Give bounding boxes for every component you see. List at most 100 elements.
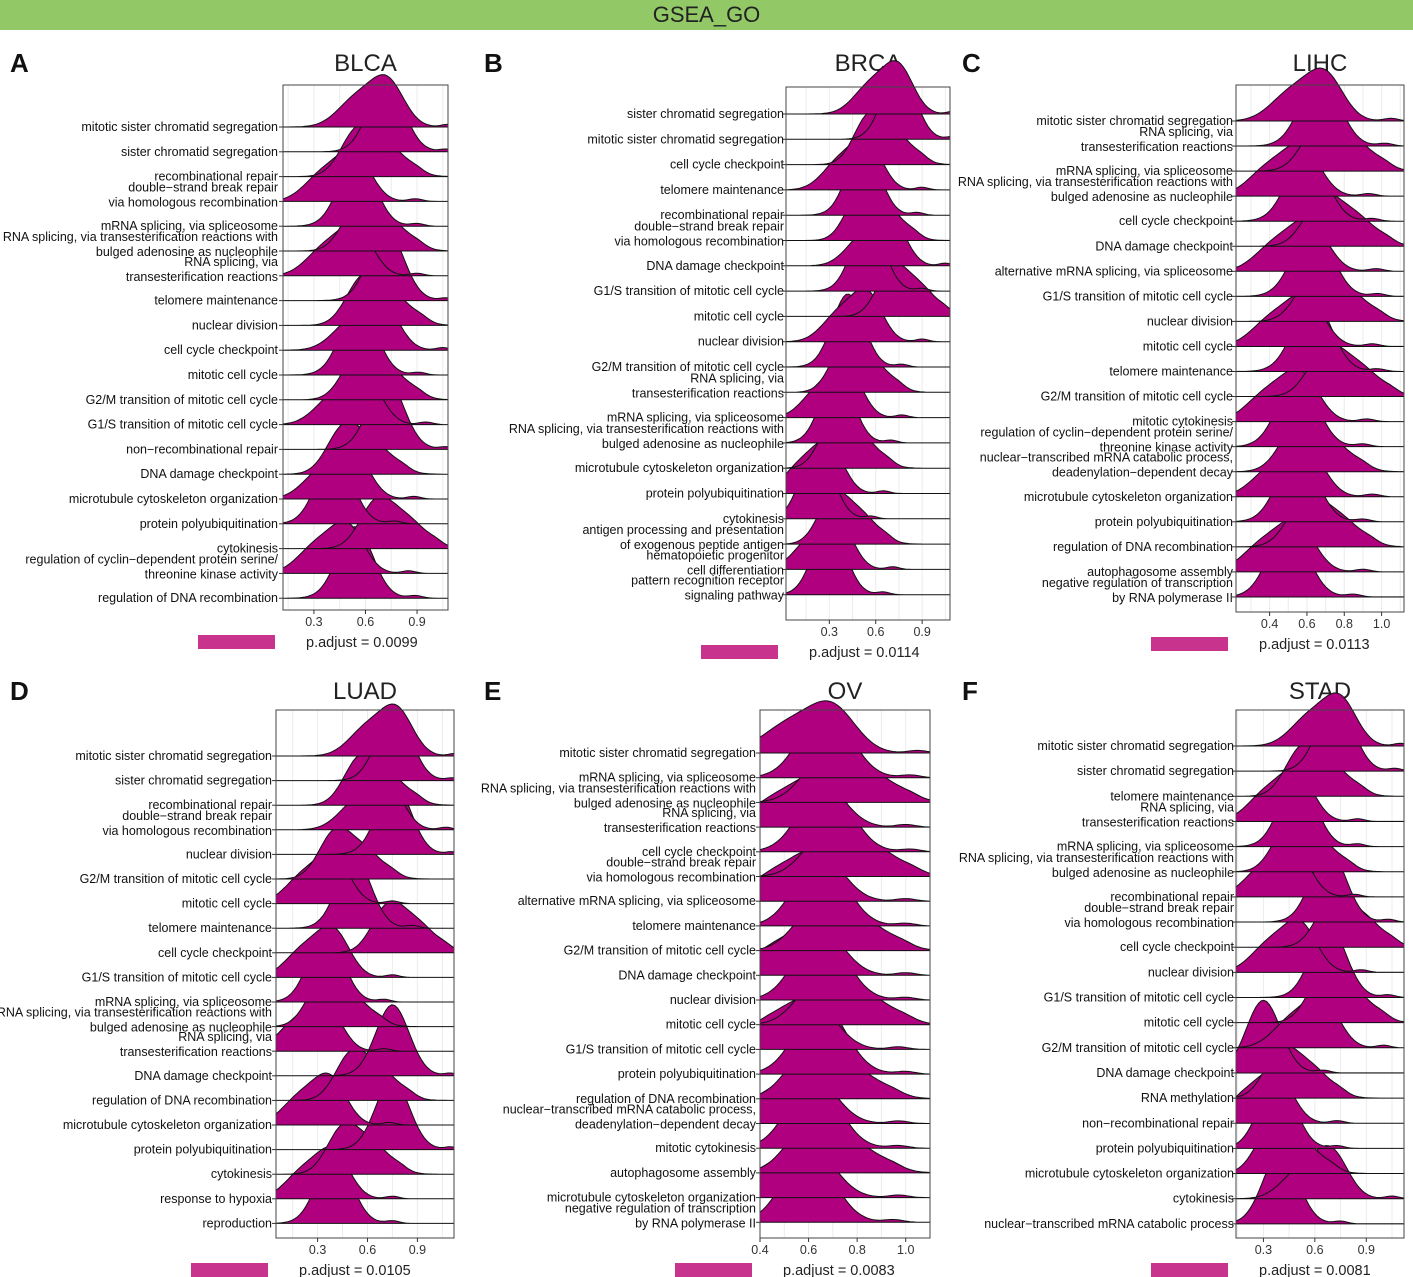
category-label: antigen processing and presentation of ex… bbox=[582, 523, 784, 552]
legend-swatch bbox=[191, 1263, 268, 1277]
category-label: DNA damage checkpoint bbox=[646, 259, 784, 273]
category-label: mitotic sister chromatid segregation bbox=[559, 746, 756, 760]
category-label: regulation of DNA recombination bbox=[92, 1093, 272, 1107]
category-label: RNA splicing, via transesterification rea… bbox=[1082, 800, 1234, 829]
category-label: response to hypoxia bbox=[160, 1192, 272, 1206]
category-label: cell cycle checkpoint bbox=[164, 343, 278, 357]
panel-letter: B bbox=[484, 48, 503, 78]
category-label: G2/M transition of mitotic cell cycle bbox=[86, 393, 278, 407]
category-label: microtubule cytoskeleton organization bbox=[69, 492, 278, 506]
panel-e: E OV mitotic sister chromatid segregation m… bbox=[481, 676, 931, 1277]
panel-title: LUAD bbox=[333, 678, 397, 705]
category-label: recombinational repair bbox=[148, 798, 272, 812]
category-label: nuclear−transcribed mRNA catabolic proce… bbox=[984, 1217, 1234, 1231]
legend-swatch bbox=[701, 645, 778, 659]
category-label: DNA damage checkpoint bbox=[1096, 1066, 1234, 1080]
category-label: negative regulation of transcription by R… bbox=[1042, 576, 1233, 605]
category-label: RNA splicing, via transesterification re… bbox=[509, 422, 784, 451]
legend-label: p.adjust = 0.0099 bbox=[306, 635, 418, 651]
category-label: pattern recognition receptor signaling pa… bbox=[631, 574, 785, 603]
category-label: RNA splicing, via transesterification re… bbox=[959, 851, 1234, 880]
x-tick-label: 0.6 bbox=[1306, 1243, 1323, 1257]
ridge-d-2 bbox=[276, 709, 455, 782]
banner-title: GSEA_GO bbox=[652, 2, 761, 27]
category-label: telomere maintenance bbox=[148, 921, 272, 935]
category-label: cytokinesis bbox=[1173, 1192, 1234, 1206]
category-label: G1/S transition of mitotic cell cycle bbox=[594, 284, 784, 298]
banner: GSEA_GO bbox=[0, 0, 1413, 30]
category-label: nuclear−transcribed mRNA catabolic proce… bbox=[503, 1103, 757, 1132]
x-tick-label: 0.6 bbox=[800, 1243, 817, 1257]
x-tick-label: 0.8 bbox=[848, 1243, 865, 1257]
ridge-f-10 bbox=[1235, 918, 1405, 973]
x-tick-label: 0.9 bbox=[408, 615, 425, 629]
category-label: mitotic cell cycle bbox=[1143, 339, 1233, 353]
category-label: microtubule cytoskeleton organization bbox=[1024, 490, 1233, 504]
x-tick-label: 0.6 bbox=[1298, 617, 1315, 631]
category-label: alternative mRNA splicing, via spliceoso… bbox=[518, 894, 756, 908]
ridge-d-5 bbox=[276, 782, 455, 855]
x-tick-label: 0.3 bbox=[309, 1243, 326, 1257]
category-label: mitotic sister chromatid segregation bbox=[1037, 739, 1234, 753]
category-label: double−strand break repair via homologous… bbox=[102, 809, 272, 838]
category-label: nuclear division bbox=[192, 318, 278, 332]
category-label: RNA splicing, via transesterification rea… bbox=[1081, 125, 1233, 154]
x-tick-label: 0.4 bbox=[751, 1243, 768, 1257]
category-label: telomere maintenance bbox=[1109, 365, 1233, 379]
category-label: mitotic sister chromatid segregation bbox=[81, 120, 278, 134]
x-tick-label: 1.0 bbox=[897, 1243, 914, 1257]
category-label: G2/M transition of mitotic cell cycle bbox=[564, 944, 756, 958]
category-label: cell cycle checkpoint bbox=[642, 845, 756, 859]
category-label: cell cycle checkpoint bbox=[158, 946, 272, 960]
category-label: mitotic cytokinesis bbox=[655, 1141, 756, 1155]
x-tick-label: 0.3 bbox=[305, 615, 322, 629]
category-label: RNA splicing, via transesterification re… bbox=[958, 175, 1233, 204]
category-label: telomere maintenance bbox=[660, 183, 784, 197]
category-label: mitotic sister chromatid segregation bbox=[587, 132, 784, 146]
category-label: autophagosome assembly bbox=[610, 1166, 757, 1180]
category-label: cytokinesis bbox=[217, 542, 278, 556]
category-label: nuclear division bbox=[698, 335, 784, 349]
category-label: DNA damage checkpoint bbox=[1095, 239, 1233, 253]
plot-frame bbox=[1235, 709, 1405, 1239]
category-label: mRNA splicing, via spliceosome bbox=[95, 995, 272, 1009]
category-label: G2/M transition of mitotic cell cycle bbox=[1042, 1041, 1234, 1055]
category-label: RNA splicing, via transesterification rea… bbox=[120, 1030, 272, 1059]
category-label: mRNA splicing, via spliceosome bbox=[579, 771, 756, 785]
category-label: G2/M transition of mitotic cell cycle bbox=[1041, 390, 1233, 404]
category-label: sister chromatid segregation bbox=[627, 107, 784, 121]
category-label: RNA splicing, via transesterification rea… bbox=[126, 255, 278, 284]
category-label: autophagosome assembly bbox=[1087, 565, 1234, 579]
category-label: regulation of cyclin−dependent protein s… bbox=[25, 552, 278, 581]
category-label: G1/S transition of mitotic cell cycle bbox=[566, 1042, 756, 1056]
legend-swatch bbox=[1151, 637, 1228, 651]
category-label: mRNA splicing, via spliceosome bbox=[1057, 840, 1234, 854]
category-label: nuclear division bbox=[1147, 314, 1233, 328]
x-tick-label: 0.4 bbox=[1261, 617, 1278, 631]
category-label: nuclear division bbox=[1148, 965, 1234, 979]
category-label: negative regulation of transcription by R… bbox=[565, 1201, 756, 1230]
ridge-d-1 bbox=[276, 703, 455, 757]
ridge-d-9 bbox=[276, 900, 455, 954]
category-label: RNA splicing, via transesterification re… bbox=[481, 781, 756, 810]
category-label: protein polyubiquitination bbox=[618, 1067, 756, 1081]
category-label: regulation of DNA recombination bbox=[98, 591, 278, 605]
category-label: sister chromatid segregation bbox=[1077, 764, 1234, 778]
plot-frame bbox=[759, 709, 931, 1239]
category-label: cell cycle checkpoint bbox=[1120, 940, 1234, 954]
category-label: non−recombinational repair bbox=[126, 442, 278, 456]
plot-frame bbox=[785, 86, 951, 621]
category-label: mitotic cytokinesis bbox=[1132, 415, 1233, 429]
category-label: telomere maintenance bbox=[154, 294, 278, 308]
category-label: cytokinesis bbox=[211, 1167, 272, 1181]
category-label: mitotic cell cycle bbox=[182, 897, 272, 911]
category-label: sister chromatid segregation bbox=[121, 145, 278, 159]
legend-swatch bbox=[1151, 1263, 1228, 1277]
category-label: cell cycle checkpoint bbox=[1119, 214, 1233, 228]
category-label: G2/M transition of mitotic cell cycle bbox=[80, 872, 272, 886]
x-tick-label: 0.8 bbox=[1336, 617, 1353, 631]
category-label: protein polyubiquitination bbox=[134, 1143, 272, 1157]
category-label: alternative mRNA splicing, via spliceoso… bbox=[995, 264, 1233, 278]
